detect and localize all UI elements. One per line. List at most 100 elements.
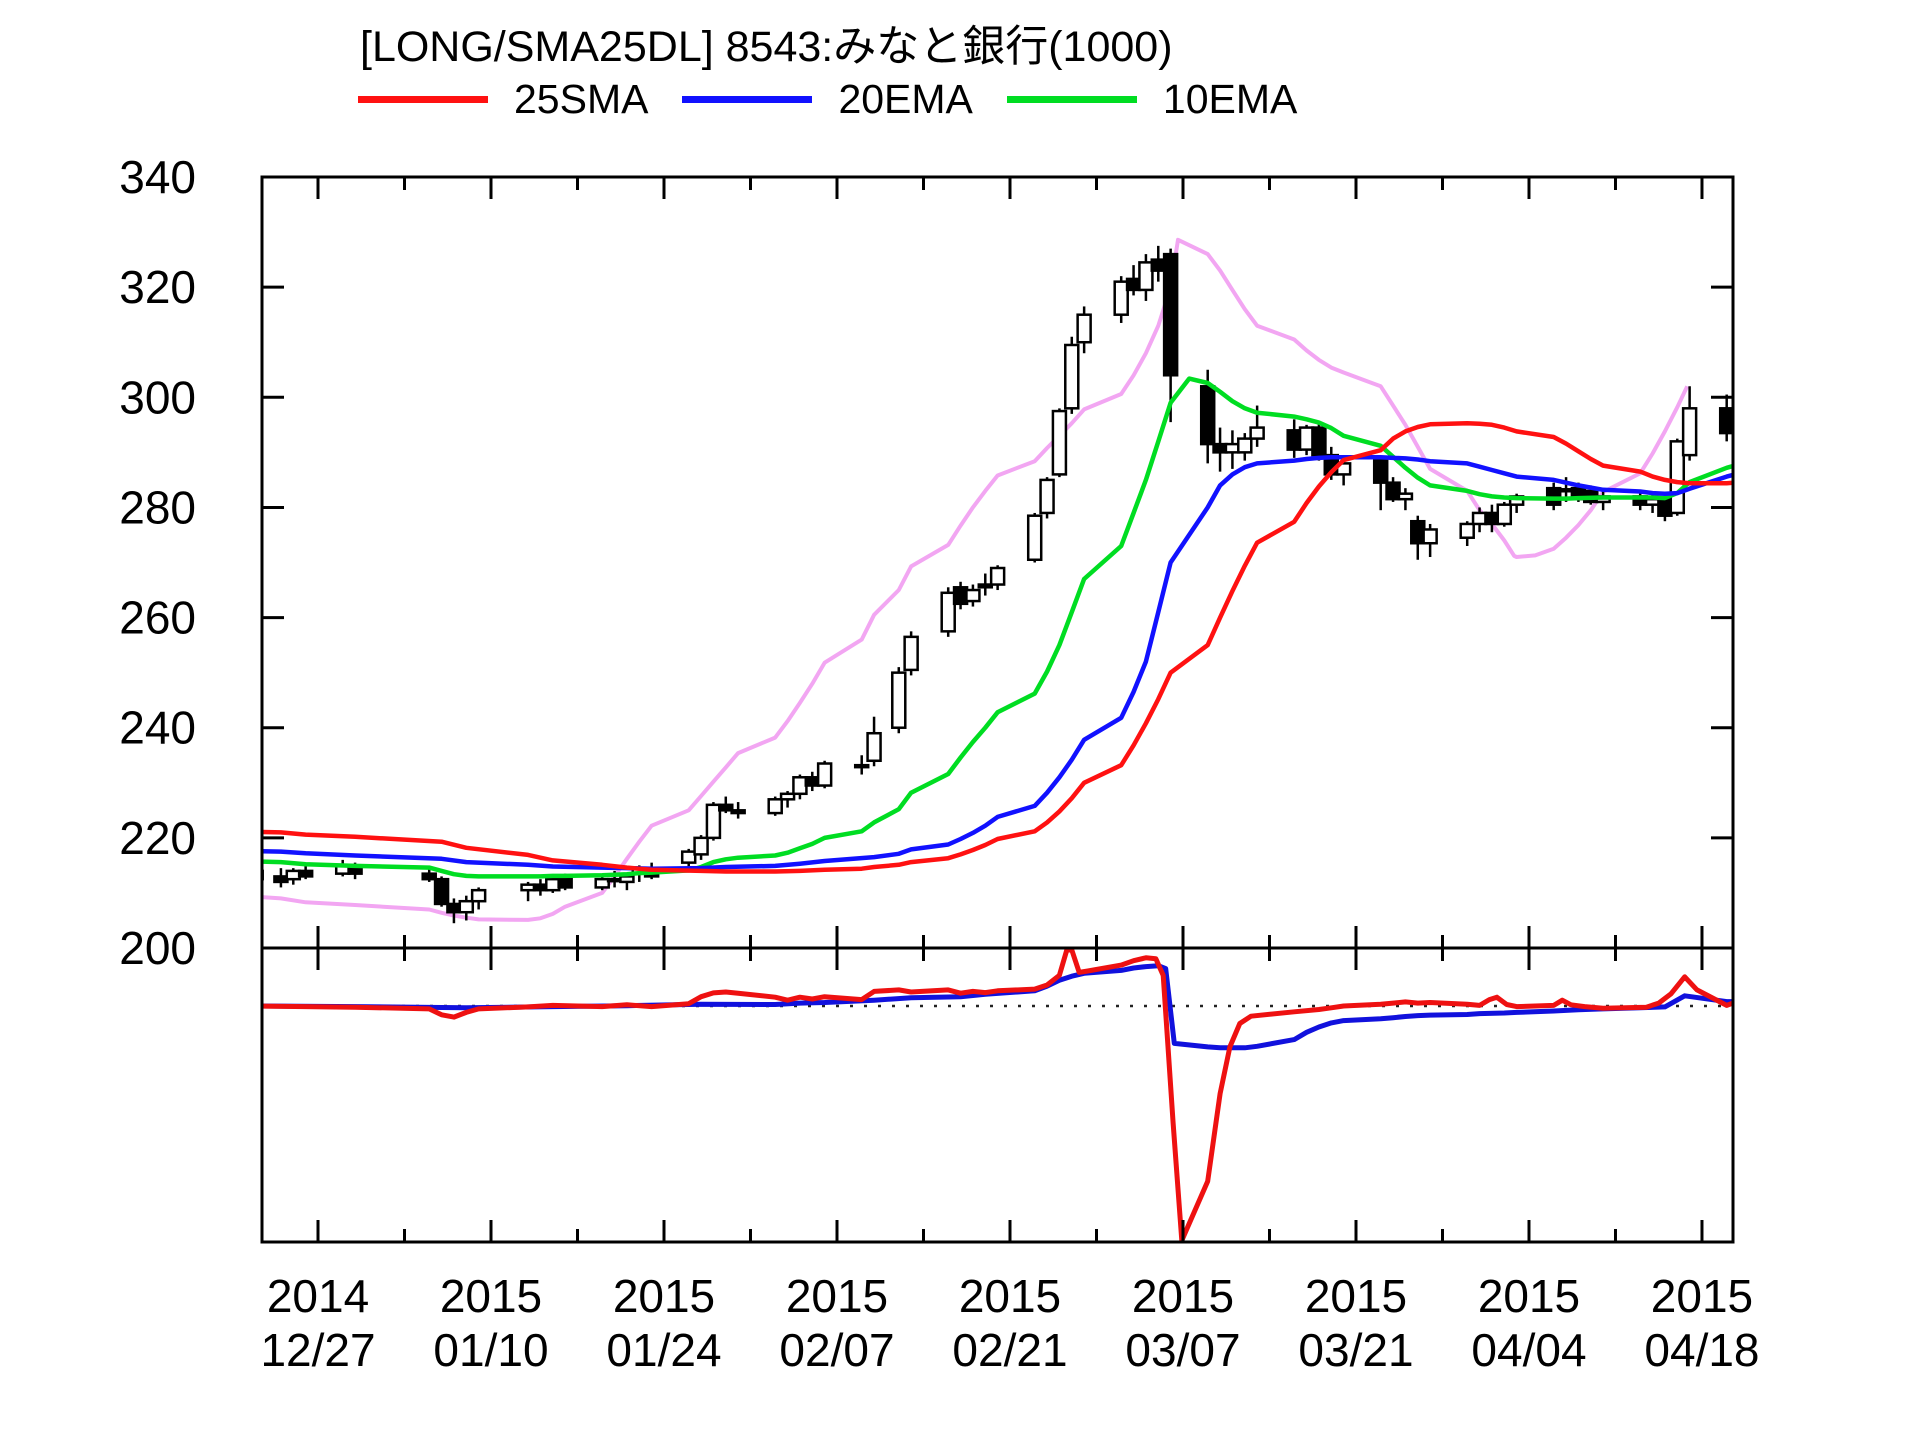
chart-title: [LONG/SMA25DL] 8543:みなと銀行(1000) xyxy=(360,23,1173,71)
lower-blue-line xyxy=(262,963,1733,1051)
candle-up xyxy=(680,850,697,864)
y-axis-label: 200 xyxy=(119,922,196,974)
x-axis-label-date: 01/24 xyxy=(606,1324,721,1376)
candle-up xyxy=(1669,440,1686,515)
lower-red-line xyxy=(262,948,1733,1242)
candle-down xyxy=(557,877,573,889)
candle-up xyxy=(779,792,796,801)
ema20-line-swatch-icon xyxy=(682,96,813,103)
candle-up xyxy=(1397,492,1414,501)
y-axis-label: 240 xyxy=(119,702,196,754)
candle-up xyxy=(1237,437,1253,454)
candle-up xyxy=(1644,497,1661,506)
x-axis-label-date: 01/10 xyxy=(433,1324,548,1376)
candle-down xyxy=(273,875,289,884)
candle-down xyxy=(1718,407,1733,435)
candle-up xyxy=(619,875,635,884)
candle-up xyxy=(1681,407,1698,457)
candle-up xyxy=(1249,426,1265,440)
x-axis-label-date: 02/21 xyxy=(952,1324,1067,1376)
candle-up xyxy=(853,763,870,769)
displaced-line xyxy=(262,237,1690,922)
legend-label-ema10: 10EMA xyxy=(1162,76,1298,122)
candle-up xyxy=(1138,261,1154,292)
legend-label-ema20: 20EMA xyxy=(838,76,973,122)
candle-down xyxy=(1199,385,1216,446)
candle-up xyxy=(458,899,475,914)
candle-up xyxy=(1224,442,1241,454)
legend-label-sma25: 25SMA xyxy=(514,76,649,122)
y-axis-label: 340 xyxy=(119,151,196,203)
candle-up xyxy=(470,888,487,903)
y-axis-label: 300 xyxy=(119,371,196,423)
candle-down xyxy=(730,809,746,815)
candle-up xyxy=(940,591,956,633)
candle-down xyxy=(1484,511,1500,526)
x-axis-label-date: 04/18 xyxy=(1644,1324,1759,1376)
candle-down xyxy=(1286,429,1302,451)
candle-up xyxy=(767,798,783,815)
candle-down xyxy=(952,586,969,606)
candle-up xyxy=(1064,343,1080,410)
candle-up xyxy=(1422,528,1438,545)
candle-up xyxy=(1051,409,1068,476)
x-axis-label-date: 04/04 xyxy=(1471,1324,1586,1376)
candle-up xyxy=(545,877,561,892)
candle-up xyxy=(965,588,981,603)
candle-down xyxy=(1150,258,1167,272)
x-axis-label-year: 2015 xyxy=(1651,1270,1753,1322)
y-axis-label: 320 xyxy=(119,261,196,313)
candle-down xyxy=(421,872,437,881)
candle-up xyxy=(1471,511,1488,526)
candle-down xyxy=(1125,277,1142,292)
main-price-panel xyxy=(262,237,1733,924)
x-axis-label-date: 03/21 xyxy=(1298,1324,1413,1376)
x-axis-label-year: 2015 xyxy=(1478,1270,1580,1322)
y-axis-label: 220 xyxy=(119,812,196,864)
x-axis-label-year: 2015 xyxy=(1305,1270,1407,1322)
x-axis-label-year: 2014 xyxy=(267,1270,369,1322)
x-axis-label-date: 02/07 xyxy=(779,1324,894,1376)
candle-up xyxy=(1558,488,1574,493)
candle-down xyxy=(1410,519,1426,545)
x-axis-label-date: 12/27 xyxy=(260,1324,375,1376)
candle-down xyxy=(446,902,462,914)
x-axis-label-year: 2015 xyxy=(1132,1270,1234,1322)
x-axis-label-year: 2015 xyxy=(613,1270,715,1322)
candles-layer xyxy=(262,245,1733,924)
candle-down xyxy=(1311,426,1327,457)
candle-up xyxy=(1459,522,1475,539)
candle-up xyxy=(594,877,610,889)
x-axis-label-year: 2015 xyxy=(786,1270,888,1322)
candle-up xyxy=(1076,313,1092,344)
candle-up xyxy=(866,731,882,763)
legend-item-sma25: 25SMA xyxy=(358,76,648,123)
candle-down xyxy=(606,877,623,883)
ema10-line xyxy=(262,376,1733,879)
candle-up xyxy=(1113,280,1129,316)
candle-down xyxy=(1162,252,1179,377)
candle-down xyxy=(1385,481,1401,501)
candle-up xyxy=(1039,478,1055,515)
legend: 25SMA 20EMA 10EMA xyxy=(358,76,1297,123)
candle-down xyxy=(718,803,734,812)
candle-down xyxy=(532,883,549,892)
y-axis-label: 280 xyxy=(119,481,196,533)
sma25-line xyxy=(262,420,1733,874)
legend-item-ema20: 20EMA xyxy=(682,76,973,123)
lower-indicator-panel xyxy=(262,948,1733,1242)
candle-up xyxy=(1026,514,1043,562)
x-axis-label-year: 2015 xyxy=(959,1270,1061,1322)
x-axis-label-year: 2015 xyxy=(440,1270,542,1322)
candle-up xyxy=(1496,503,1513,526)
candle-down xyxy=(297,869,314,878)
candle-down xyxy=(1372,459,1389,484)
candle-down xyxy=(1212,442,1228,454)
ema20-line xyxy=(262,455,1733,871)
candle-down xyxy=(433,877,450,906)
candle-up xyxy=(285,869,302,881)
candle-up xyxy=(989,566,1006,586)
main-panel-border xyxy=(260,175,1735,950)
candle-down xyxy=(1657,497,1673,517)
